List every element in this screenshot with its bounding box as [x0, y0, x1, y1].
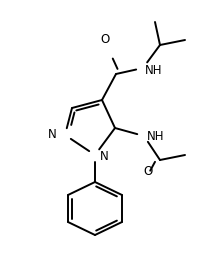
Text: NH: NH — [145, 63, 163, 76]
Text: NH: NH — [147, 129, 164, 142]
Text: O: O — [143, 165, 153, 178]
Text: N: N — [48, 129, 57, 142]
Text: N: N — [100, 150, 109, 163]
Text: O: O — [100, 33, 110, 46]
